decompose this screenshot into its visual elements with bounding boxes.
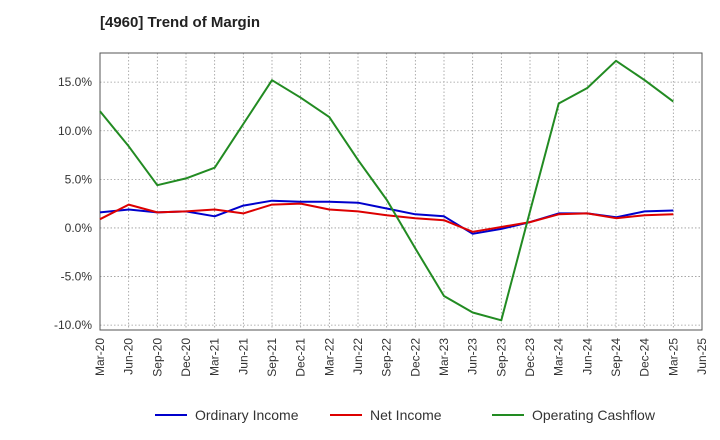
legend-label: Ordinary Income <box>195 407 299 423</box>
chart-title: [4960] Trend of Margin <box>100 14 261 31</box>
x-tick-label: Jun-20 <box>122 338 136 375</box>
x-tick-label: Dec-24 <box>638 338 652 377</box>
x-tick-label: Jun-25 <box>695 338 709 375</box>
series-line-operating-cashflow <box>99 59 674 322</box>
y-tick-label: 0.0% <box>65 221 93 235</box>
y-tick-label: 10.0% <box>58 124 92 138</box>
y-tick-label: -10.0% <box>54 318 92 332</box>
y-tick-label: 5.0% <box>65 172 93 186</box>
x-tick-label: Mar-21 <box>208 338 222 376</box>
x-tick-label: Jun-22 <box>351 338 365 375</box>
x-tick-label: Jun-23 <box>466 338 480 375</box>
plot-area <box>100 53 702 330</box>
x-tick-label: Sep-20 <box>150 338 164 377</box>
plot-frame <box>99 52 703 331</box>
x-tick-label: Sep-24 <box>609 338 623 377</box>
x-tick-label: Mar-23 <box>437 338 451 376</box>
x-tick-label: Mar-24 <box>552 338 566 376</box>
x-tick-label: Jun-24 <box>580 338 594 375</box>
y-tick-label: -5.0% <box>61 270 93 284</box>
x-tick-label: Mar-22 <box>322 338 336 376</box>
x-tick-label: Sep-23 <box>494 338 508 377</box>
x-tick-label: Jun-21 <box>236 338 250 375</box>
x-tick-label: Sep-22 <box>380 338 394 377</box>
legend-label: Operating Cashflow <box>532 407 656 423</box>
x-tick-label: Mar-25 <box>666 338 680 376</box>
x-tick-label: Dec-20 <box>179 338 193 377</box>
legend-label: Net Income <box>370 407 442 423</box>
x-tick-label: Dec-22 <box>408 338 422 377</box>
x-tick-label: Dec-23 <box>523 338 537 377</box>
x-tick-label: Mar-20 <box>93 338 107 376</box>
x-tick-label: Dec-21 <box>294 338 308 377</box>
series-line-net-income <box>99 202 674 233</box>
y-tick-label: 15.0% <box>58 75 92 89</box>
x-tick-label: Sep-21 <box>265 338 279 377</box>
